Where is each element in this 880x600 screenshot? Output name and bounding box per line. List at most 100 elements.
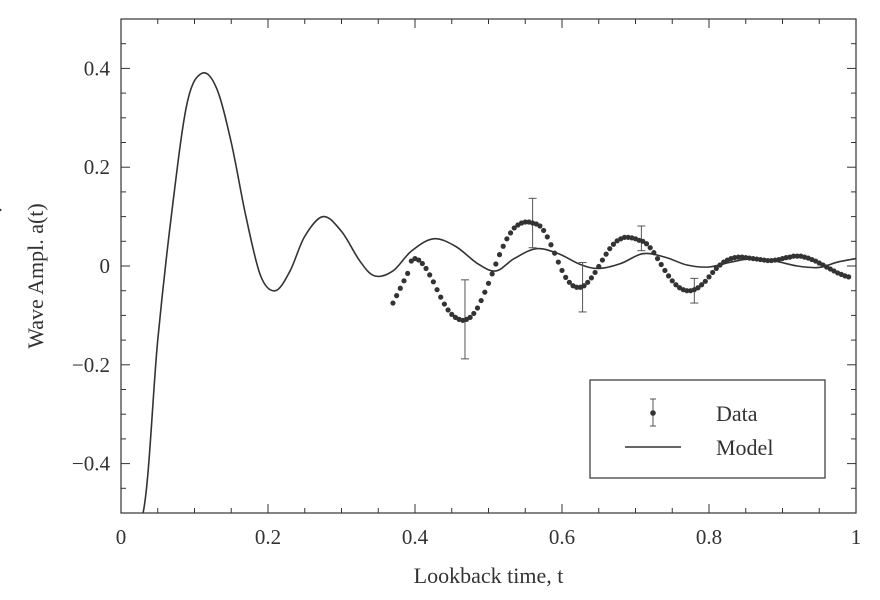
data-point <box>765 257 771 264</box>
data-point <box>482 289 488 295</box>
data-point <box>408 258 414 264</box>
data-point <box>713 265 719 272</box>
data-point <box>592 269 598 276</box>
data-point <box>702 278 708 284</box>
data-point <box>405 270 411 277</box>
data-point <box>588 275 595 281</box>
x-tick-label: 0.4 <box>402 525 429 549</box>
data-point <box>471 310 477 317</box>
data-point <box>544 234 550 240</box>
y-axis-title-prefix: Wave Ampl. <box>23 234 48 349</box>
data-point <box>522 219 528 225</box>
data-point <box>699 282 705 288</box>
data-point <box>427 272 433 278</box>
data-point <box>647 245 653 251</box>
data-point <box>489 271 495 277</box>
data-point <box>537 223 543 229</box>
data-point <box>438 294 444 300</box>
data-point <box>441 301 447 307</box>
data-point <box>394 293 400 299</box>
x-tick-label: 1 <box>851 525 862 549</box>
data-point <box>735 254 742 260</box>
data-point <box>665 273 672 279</box>
y-tick-label: 0.4 <box>84 56 111 80</box>
data-point <box>846 274 852 280</box>
data-point <box>507 230 514 236</box>
data-point <box>430 279 436 285</box>
legend-model-label: Model <box>716 435 773 460</box>
x-tick-label: 0.8 <box>696 525 722 549</box>
data-point <box>419 260 425 267</box>
model-line <box>121 71 856 513</box>
data-point <box>434 287 440 293</box>
series-layer <box>121 71 856 513</box>
y-axis-title-symbol: a(t) <box>23 203 48 234</box>
axis-labels: 0 0.2 0.4 0.6 0.8 1 −0.4 −0.2 0 0.2 0.4 Lookback ti… <box>0 56 861 588</box>
data-point <box>416 257 422 263</box>
data-point <box>496 252 503 258</box>
x-tick-label: 0.2 <box>255 525 281 549</box>
legend-data-label: Data <box>716 401 758 426</box>
data-point <box>658 261 664 268</box>
data-point <box>559 267 565 274</box>
data-point <box>555 259 561 265</box>
data-point <box>504 236 510 242</box>
data-point <box>500 243 506 249</box>
y-tick-label: −0.2 <box>72 353 110 377</box>
plot-area <box>120 18 857 514</box>
data-point <box>790 253 797 259</box>
data-point <box>541 227 547 234</box>
axis-ticks <box>120 18 857 514</box>
y-axis-title: Wave Ampl. a(t) <box>23 203 48 348</box>
data-point <box>596 263 602 270</box>
data-point <box>706 274 712 280</box>
data-point <box>474 305 481 311</box>
y-tick-label: −0.4 <box>72 452 111 476</box>
data-point <box>552 250 558 256</box>
data-point <box>574 284 580 290</box>
data-point <box>566 279 572 285</box>
data-point <box>585 279 591 285</box>
data-point <box>651 250 657 256</box>
legend: Data Model <box>589 379 826 479</box>
y-axis-title-accent: ˙ <box>0 206 19 213</box>
x-axis-title: Lookback time, t <box>414 563 564 588</box>
data-point <box>563 274 569 280</box>
data-point <box>621 234 628 240</box>
y-tick-label: 0.2 <box>84 155 110 179</box>
legend-data-marker <box>650 410 656 416</box>
legend-box <box>589 379 826 479</box>
data-point <box>662 267 668 274</box>
data-point <box>397 285 403 291</box>
data-point <box>610 241 617 247</box>
data-point <box>401 278 407 284</box>
x-tick-label: 0.6 <box>549 525 575 549</box>
data-point <box>467 314 473 320</box>
data-point <box>478 297 484 304</box>
data-point <box>390 300 396 306</box>
data-point <box>511 225 517 231</box>
data-point <box>548 242 554 248</box>
data-point <box>449 311 455 318</box>
data-point <box>710 269 716 276</box>
data-point <box>493 261 499 267</box>
data-point <box>607 246 613 252</box>
data-point <box>423 265 429 272</box>
data-point <box>673 282 679 288</box>
data-point <box>654 255 661 262</box>
data-point <box>684 288 690 294</box>
data-point <box>485 280 492 286</box>
data-point <box>603 251 609 257</box>
data-point <box>794 253 800 259</box>
data-point <box>445 307 451 313</box>
data-point <box>695 285 701 291</box>
data-point <box>581 283 587 289</box>
y-tick-label: 0 <box>100 254 111 278</box>
data-point <box>669 278 675 284</box>
data-point <box>599 257 606 263</box>
data-point <box>640 238 646 244</box>
data-point <box>717 262 723 268</box>
x-tick-label: 0 <box>116 525 127 549</box>
data-point <box>643 241 650 247</box>
